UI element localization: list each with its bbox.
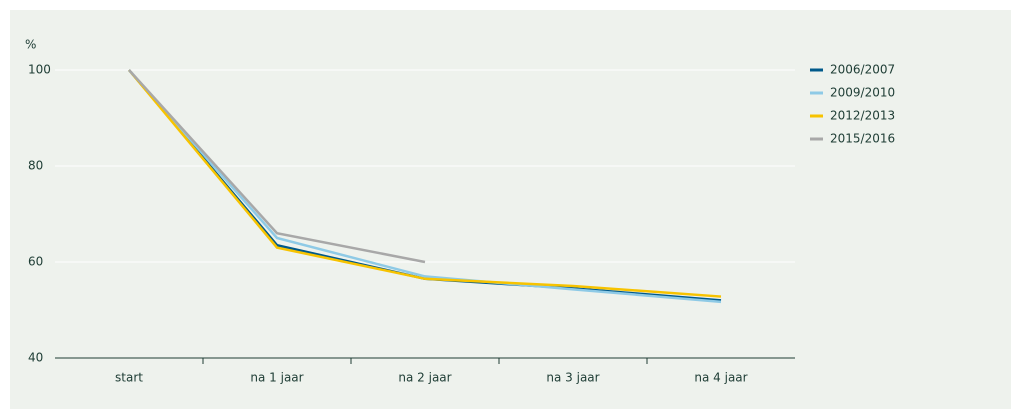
y-tick-label: 100 — [28, 63, 51, 77]
series-line — [128, 69, 426, 264]
x-tick-label: na 3 jaar — [546, 371, 599, 385]
y-tick-label: 60 — [28, 255, 43, 269]
x-tick-label: na 2 jaar — [398, 371, 451, 385]
y-tick-label: 80 — [28, 159, 43, 173]
panel — [10, 10, 1011, 409]
y-axis-label: % — [25, 38, 36, 52]
legend-label: 2009/2010 — [830, 86, 895, 100]
legend-label: 2012/2013 — [830, 109, 895, 123]
series-line — [128, 69, 722, 304]
legend-label: 2006/2007 — [830, 63, 895, 77]
x-tick-label: start — [115, 371, 143, 385]
x-tick-label: na 1 jaar — [250, 371, 303, 385]
series-line — [128, 69, 722, 298]
y-tick-label: 40 — [28, 351, 43, 365]
legend-label: 2015/2016 — [830, 132, 895, 146]
x-tick-label: na 4 jaar — [694, 371, 747, 385]
